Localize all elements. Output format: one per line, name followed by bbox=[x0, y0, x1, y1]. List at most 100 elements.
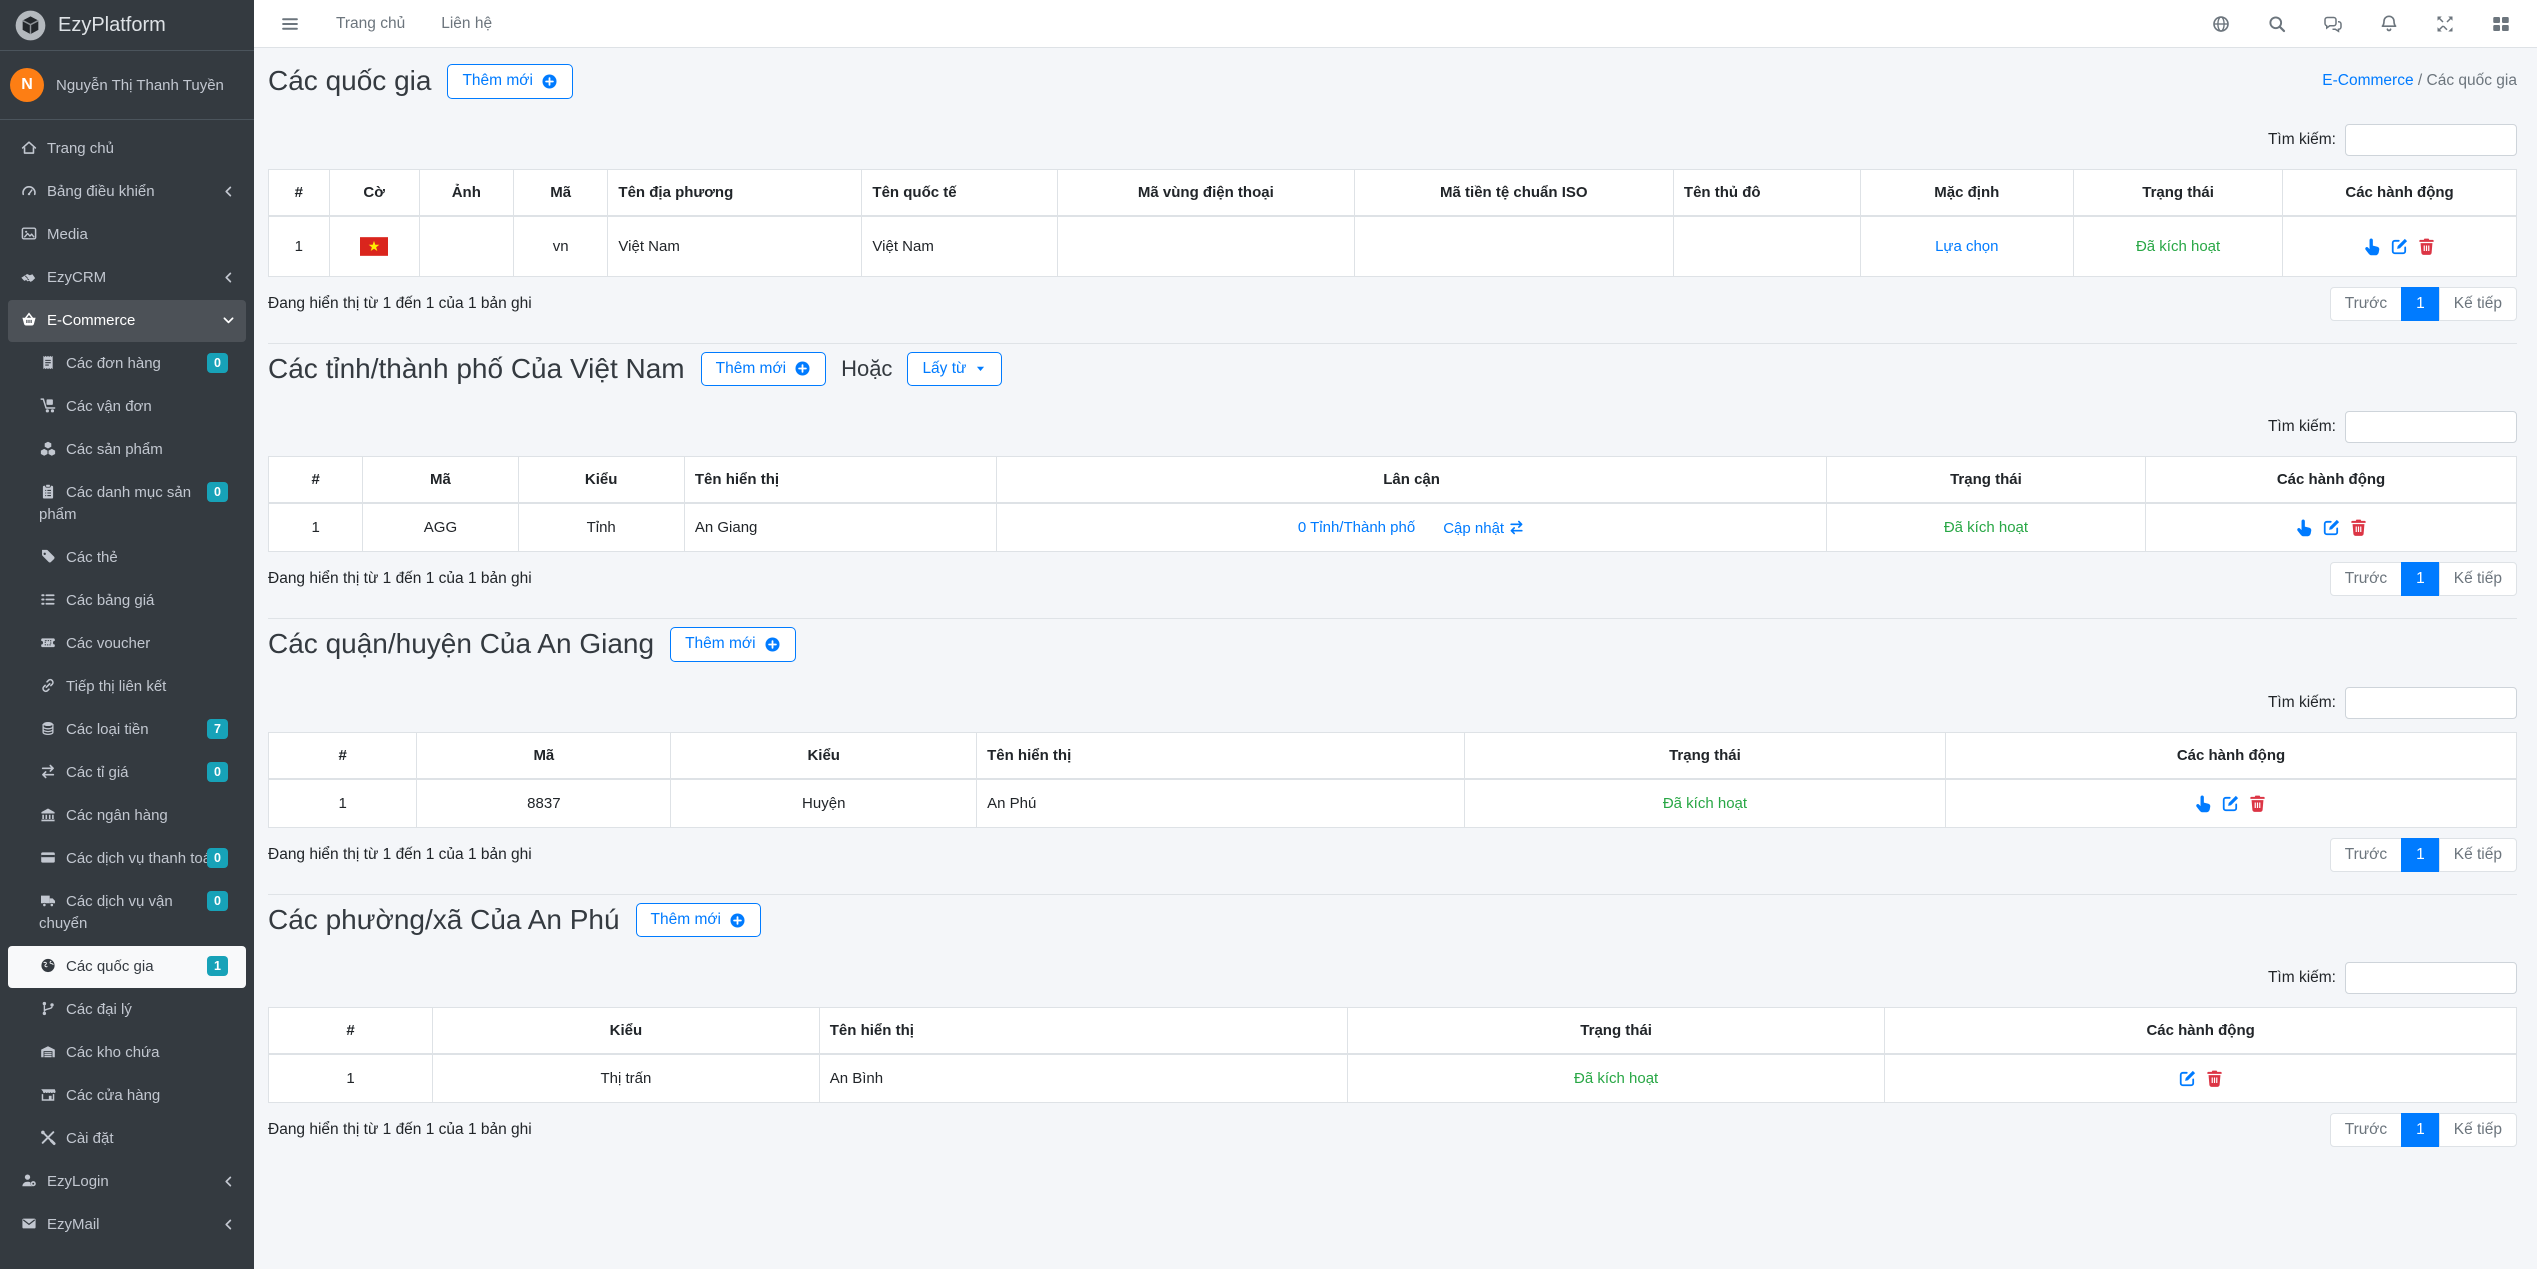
or-label: Hoặc bbox=[841, 355, 893, 381]
sidebar-item-cac-danh-muc-san-pham[interactable]: Các danh mục sản phẩm 0 bbox=[8, 472, 246, 536]
section-divider bbox=[268, 893, 2517, 895]
wards-search-input[interactable] bbox=[2345, 962, 2517, 995]
wards-table-header-row: # Kiểu Tên hiển thị Trạng thái Các hành … bbox=[267, 1007, 2517, 1056]
plus-circle-icon bbox=[794, 360, 811, 377]
main-area: Trang chủ Liên hệ Các quốc gia Thêm mới … bbox=[254, 0, 2537, 1269]
edit-action-icon[interactable] bbox=[2322, 518, 2341, 537]
delete-trash-action-icon[interactable] bbox=[2205, 1069, 2224, 1088]
messages-icon[interactable] bbox=[2323, 14, 2343, 34]
sidebar-item-ezycrm[interactable]: EzyCRM bbox=[8, 257, 246, 299]
pagination-page-1[interactable]: 1 bbox=[2401, 837, 2440, 872]
choose-default-link[interactable]: Lựa chọn bbox=[1935, 237, 1999, 255]
sidebar-item-ecommerce[interactable]: E-Commerce bbox=[8, 300, 246, 342]
sidebar-item-label: Cài đặt bbox=[66, 1130, 114, 1147]
page-content: Các quốc gia Thêm mới E-Commerce / Các q… bbox=[254, 48, 2537, 1269]
language-globe-icon[interactable] bbox=[2211, 14, 2231, 34]
fullscreen-icon[interactable] bbox=[2435, 14, 2455, 34]
add-district-button[interactable]: Thêm mới bbox=[670, 627, 796, 662]
breadcrumb-current: Các quốc gia bbox=[2426, 72, 2517, 90]
sidebar-item-cac-the[interactable]: Các thẻ bbox=[8, 537, 246, 579]
cell-actions bbox=[2282, 215, 2517, 277]
search-icon[interactable] bbox=[2267, 14, 2287, 34]
sidebar-item-cac-van-don[interactable]: Các vận đơn bbox=[8, 386, 246, 428]
edit-action-icon[interactable] bbox=[2221, 794, 2240, 813]
sidebar-item-label: Các dịch vụ thanh toán bbox=[66, 850, 220, 867]
sidebar-item-cac-dich-vu-van-chuyen[interactable]: Các dịch vụ vận chuyển 0 bbox=[8, 881, 246, 945]
sidebar-item-ezylogin[interactable]: EzyLogin bbox=[8, 1161, 246, 1203]
sidebar-item-cac-bang-gia[interactable]: Các bảng giá bbox=[8, 580, 246, 622]
fetch-from-dropdown-button[interactable]: Lấy từ bbox=[907, 351, 1003, 387]
apps-grid-icon[interactable] bbox=[2491, 14, 2511, 34]
notifications-bell-icon[interactable] bbox=[2379, 14, 2399, 34]
brand[interactable]: EzyPlatform bbox=[0, 0, 254, 51]
select-hand-action-icon[interactable] bbox=[2295, 518, 2314, 537]
pagination: Trước 1 Kế tiếp bbox=[2329, 562, 2517, 597]
sidebar-item-ezymail[interactable]: EzyMail bbox=[8, 1204, 246, 1246]
pagination-prev-button[interactable]: Trước bbox=[2329, 286, 2403, 321]
select-hand-action-icon[interactable] bbox=[2363, 237, 2382, 256]
sidebar-item-cac-dich-vu-thanh-toan[interactable]: Các dịch vụ thanh toán 0 bbox=[8, 838, 246, 880]
delete-trash-action-icon[interactable] bbox=[2417, 237, 2436, 256]
pagination-next-button[interactable]: Kế tiếp bbox=[2438, 286, 2517, 321]
credit-card-icon bbox=[39, 849, 57, 866]
sidebar-item-cac-voucher[interactable]: Các voucher bbox=[8, 623, 246, 665]
sidebar-item-cac-dai-ly[interactable]: Các đại lý bbox=[8, 989, 246, 1031]
edit-action-icon[interactable] bbox=[2390, 237, 2409, 256]
sidebar-item-trang-chu[interactable]: Trang chủ bbox=[8, 128, 246, 170]
count-badge: 0 bbox=[207, 482, 228, 503]
sidebar-item-cac-quoc-gia[interactable]: Các quốc gia 1 bbox=[8, 946, 246, 988]
sidebar-item-cac-ngan-hang[interactable]: Các ngân hàng bbox=[8, 795, 246, 837]
select-hand-action-icon[interactable] bbox=[2194, 794, 2213, 813]
pagination-prev-button[interactable]: Trước bbox=[2329, 1113, 2403, 1148]
col-photo: Ảnh bbox=[418, 168, 515, 217]
col-actions: Các hành động bbox=[1884, 1007, 2517, 1056]
countries-search-input[interactable] bbox=[2345, 123, 2517, 156]
sidebar-item-tiep-thi-lien-ket[interactable]: Tiếp thị liên kết bbox=[8, 666, 246, 708]
sidebar-item-media[interactable]: Media bbox=[8, 214, 246, 256]
pagination-next-button[interactable]: Kế tiếp bbox=[2438, 1113, 2517, 1148]
nav-link-lien-he[interactable]: Liên hệ bbox=[441, 14, 493, 32]
neighbors-count-link[interactable]: 0 Tỉnh/Thành phố bbox=[1297, 519, 1416, 537]
search-label: Tìm kiếm: bbox=[2267, 130, 2336, 148]
cell-capital bbox=[1672, 215, 1861, 277]
avatar: N bbox=[10, 68, 44, 102]
col-status: Trạng thái bbox=[1825, 456, 2147, 505]
countries-table-header-row: # Cờ Ảnh Mã Tên địa phương Tên quốc tế M… bbox=[268, 168, 2517, 217]
col-local-name: Tên địa phương bbox=[607, 168, 863, 217]
pagination-next-button[interactable]: Kế tiếp bbox=[2438, 562, 2517, 597]
sidebar-item-bang-dieu-khien[interactable]: Bảng điều khiển bbox=[8, 171, 246, 213]
warehouse-icon bbox=[39, 1043, 57, 1060]
user-panel[interactable]: N Nguyễn Thị Thanh Tuyền bbox=[0, 51, 254, 120]
delete-trash-action-icon[interactable] bbox=[2349, 518, 2368, 537]
add-province-button[interactable]: Thêm mới bbox=[700, 351, 827, 387]
districts-search-input[interactable] bbox=[2345, 686, 2517, 719]
add-country-button[interactable]: Thêm mới bbox=[447, 64, 573, 99]
sidebar-item-cac-loai-tien[interactable]: Các loại tiền 7 bbox=[8, 709, 246, 751]
pagination-next-button[interactable]: Kế tiếp bbox=[2438, 837, 2517, 872]
sidebar-item-cac-don-hang[interactable]: Các đơn hàng 0 bbox=[8, 343, 246, 385]
breadcrumb-parent-link[interactable]: E-Commerce bbox=[2322, 72, 2414, 90]
cell-photo bbox=[418, 215, 515, 277]
col-actions: Các hành động bbox=[2282, 168, 2517, 217]
provinces-search-input[interactable] bbox=[2345, 411, 2517, 444]
sidebar-item-cac-kho-chua[interactable]: Các kho chứa bbox=[8, 1032, 246, 1074]
sidebar-item-cai-dat[interactable]: Cài đặt bbox=[8, 1118, 246, 1160]
update-label: Cập nhật bbox=[1443, 519, 1505, 537]
cell-index: 1 bbox=[267, 1053, 434, 1104]
sidebar-item-cac-san-pham[interactable]: Các sản phẩm bbox=[8, 429, 246, 471]
pagination-page-1[interactable]: 1 bbox=[2401, 1113, 2440, 1148]
delete-trash-action-icon[interactable] bbox=[2248, 794, 2267, 813]
sidebar-item-label: EzyLogin bbox=[47, 1173, 109, 1190]
pagination-prev-button[interactable]: Trước bbox=[2329, 562, 2403, 597]
pagination-prev-button[interactable]: Trước bbox=[2329, 837, 2403, 872]
cell-iso-currency bbox=[1353, 215, 1674, 277]
add-ward-button[interactable]: Thêm mới bbox=[635, 902, 761, 938]
update-neighbors-link[interactable]: Cập nhật bbox=[1443, 519, 1525, 537]
sidebar-toggle-icon[interactable] bbox=[280, 14, 300, 34]
edit-action-icon[interactable] bbox=[2178, 1069, 2197, 1088]
sidebar-item-cac-cua-hang[interactable]: Các cửa hàng bbox=[8, 1075, 246, 1117]
pagination-page-1[interactable]: 1 bbox=[2401, 562, 2440, 597]
nav-link-trang-chu[interactable]: Trang chủ bbox=[336, 14, 406, 32]
pagination-page-1[interactable]: 1 bbox=[2401, 286, 2440, 321]
sidebar-item-cac-ti-gia[interactable]: Các tỉ giá 0 bbox=[8, 752, 246, 794]
